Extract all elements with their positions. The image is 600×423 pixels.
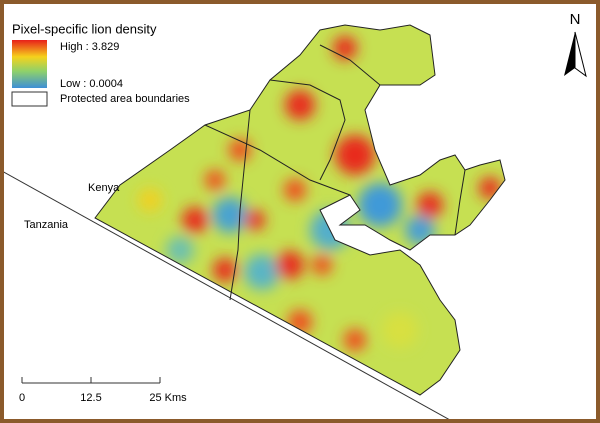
protected-area-boundaries	[94, 24, 506, 396]
high-density-patch	[182, 207, 208, 233]
north-label: N	[570, 11, 581, 28]
low-density-patch	[212, 197, 248, 233]
boundary-line	[204, 124, 351, 196]
mid-density-patch	[138, 188, 162, 212]
high-density-patch	[335, 135, 375, 175]
density-patches	[138, 36, 501, 351]
legend-low: Low : 0.0004	[60, 78, 123, 90]
high-density-patch	[417, 192, 443, 218]
legend-boundary-swatch	[11, 91, 48, 107]
map: Kenya Tanzania Pixel-specific lion densi…	[4, 11, 587, 419]
high-density-patch	[288, 310, 312, 334]
scale-label: 12.5	[80, 392, 101, 404]
high-density-patch	[312, 255, 332, 275]
low-density-patch	[358, 183, 402, 227]
region-outline	[94, 24, 506, 396]
boundary-line	[269, 79, 346, 181]
north-arrow	[574, 31, 587, 78]
legend-high: High : 3.829	[60, 41, 119, 53]
country-label: Tanzania	[24, 219, 69, 231]
high-density-patch	[205, 170, 225, 190]
scale-bar	[21, 377, 161, 384]
low-density-patch	[244, 254, 280, 290]
high-density-patch	[284, 179, 306, 201]
high-density-patch	[229, 139, 251, 161]
mid-density-patch	[382, 312, 418, 348]
legend-ramp	[12, 40, 47, 88]
legend-boundary: Protected area boundaries	[60, 93, 190, 105]
country-label: Kenya	[88, 182, 120, 194]
country-border	[4, 171, 450, 419]
density-surface	[95, 25, 505, 395]
low-density-patch	[166, 236, 194, 264]
high-density-patch	[479, 177, 501, 199]
boundary-line	[229, 109, 251, 301]
high-density-patch	[285, 90, 315, 120]
high-density-patch	[333, 36, 357, 60]
low-density-patch	[405, 215, 435, 245]
north-arrow	[564, 32, 575, 76]
high-density-patch	[276, 251, 304, 279]
high-density-patch	[213, 258, 237, 282]
scale-label: 25 Kms	[149, 392, 187, 404]
density-base	[95, 25, 505, 395]
legend-title: Pixel-specific lion density	[12, 21, 157, 36]
scale-label: 0	[19, 392, 25, 404]
high-density-patch	[344, 329, 366, 351]
high-density-patch	[245, 210, 265, 230]
boundary-line	[454, 169, 466, 236]
boundary-line	[319, 44, 381, 86]
